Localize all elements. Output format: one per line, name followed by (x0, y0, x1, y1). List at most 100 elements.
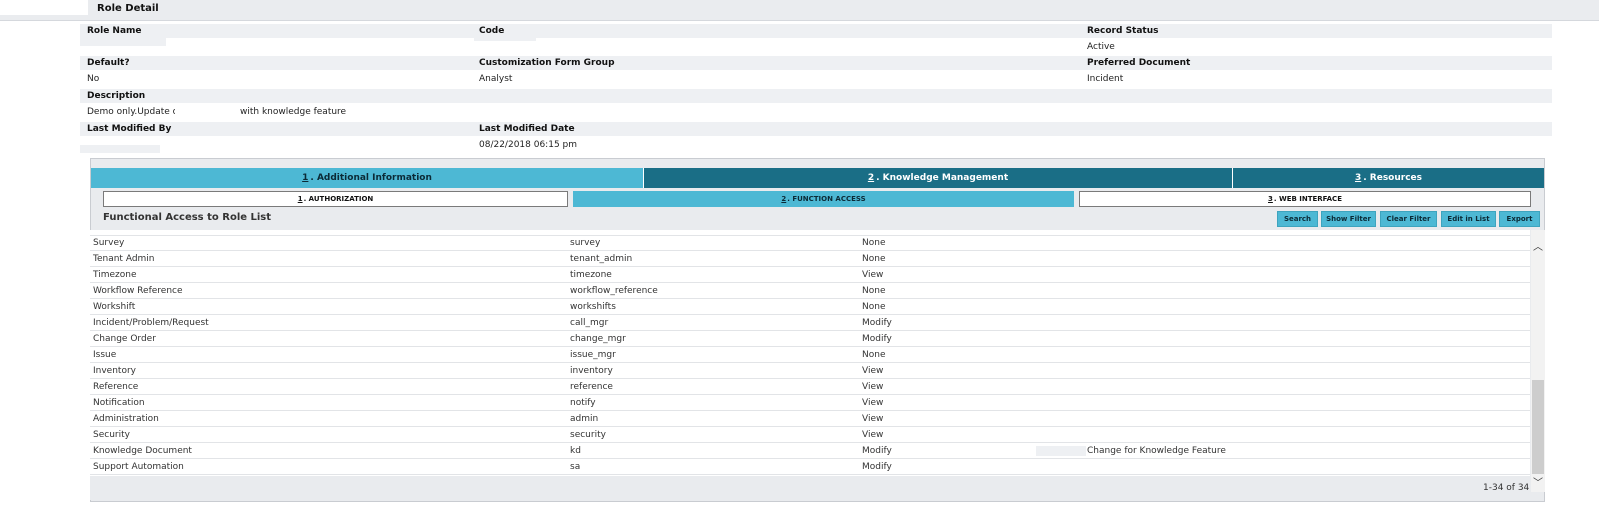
table-row[interactable]: Administration admin View (90, 411, 1530, 427)
function-code: admin (570, 414, 599, 424)
function-code: survey (570, 238, 601, 248)
table-row[interactable]: Knowledge Document kd Modify Change for … (90, 443, 1530, 459)
function-name: Issue (93, 350, 117, 360)
show-filter-button[interactable]: Show Filter (1321, 211, 1376, 227)
code-value (474, 33, 536, 41)
function-code: security (570, 430, 606, 440)
access-level: View (862, 366, 884, 376)
access-level: None (862, 302, 886, 312)
function-code: notify (570, 398, 596, 408)
customization-label: Customization Form Group (479, 58, 615, 68)
subtab-authorization[interactable]: 1. AUTHORIZATION (103, 191, 568, 207)
subtab-label: . FUNCTION ACCESS (787, 195, 866, 203)
tab-knowledge-management[interactable]: 2. Knowledge Management (643, 168, 1232, 188)
function-name: Security (93, 430, 130, 440)
function-name: Workflow Reference (93, 286, 183, 296)
table-row[interactable]: Issue issue_mgr None (90, 347, 1530, 363)
function-name: Incident/Problem/Request (93, 318, 209, 328)
table-row[interactable]: Workshift workshifts None (90, 299, 1530, 315)
chevron-up-icon[interactable]: ︿ (1533, 242, 1543, 253)
function-name: Timezone (93, 270, 137, 280)
table-row[interactable]: Notification notify View (90, 395, 1530, 411)
function-code: reference (570, 382, 613, 392)
table-row[interactable]: Security security View (90, 427, 1530, 443)
table-row[interactable]: Workflow Reference workflow_reference No… (90, 283, 1530, 299)
table-row[interactable]: Change Order change_mgr Modify (90, 331, 1530, 347)
table-row-partial (90, 230, 1530, 236)
role-name-label: Role Name (87, 26, 142, 36)
list-title: Functional Access to Role List (103, 212, 272, 223)
function-name: Tenant Admin (93, 254, 155, 264)
subtab-label: . WEB INTERFACE (1273, 195, 1342, 203)
access-level: Modify (862, 318, 892, 328)
description-mask (175, 105, 235, 115)
label-row (80, 56, 1552, 70)
subtab-label: . AUTHORIZATION (303, 195, 374, 203)
access-level: None (862, 238, 886, 248)
table-row[interactable]: Tenant Admin tenant_admin None (90, 251, 1530, 267)
scrollbar-thumb[interactable] (1532, 380, 1544, 474)
record-status-label: Record Status (1087, 26, 1159, 36)
table-row[interactable]: Timezone timezone View (90, 267, 1530, 283)
subtab-number: 2 (781, 195, 787, 203)
preferred-doc-value: Incident (1087, 74, 1124, 84)
role-name-value (80, 38, 166, 46)
function-name: Knowledge Document (93, 446, 192, 456)
table-row[interactable]: Reference reference View (90, 379, 1530, 395)
subtab-number: 3 (1268, 195, 1273, 203)
access-level: View (862, 398, 884, 408)
table-row[interactable]: Support Automation sa Modify (90, 459, 1530, 475)
chevron-down-icon[interactable]: ﹀ (1533, 478, 1543, 489)
default-value: No (87, 74, 100, 84)
subtab-function-access[interactable]: 2. FUNCTION ACCESS (573, 191, 1074, 207)
subtab-web-interface[interactable]: 3. WEB INTERFACE (1079, 191, 1531, 207)
function-code: workflow_reference (570, 286, 658, 296)
tab-number: 3 (1354, 173, 1362, 183)
tab-resources[interactable]: 3. Resources (1232, 168, 1544, 188)
customization-value: Analyst (479, 74, 513, 84)
access-level: Modify (862, 462, 892, 472)
table-row[interactable]: Inventory inventory View (90, 363, 1530, 379)
function-code: timezone (570, 270, 612, 280)
tab-number: 1 (302, 173, 309, 183)
label-row (80, 24, 1552, 38)
table-row[interactable]: Incident/Problem/Request call_mgr Modify (90, 315, 1530, 331)
access-level: None (862, 254, 886, 264)
description-value-start: Demo only.Update of l (87, 107, 187, 117)
last-modified-by-value (80, 145, 160, 153)
function-name: Change Order (93, 334, 156, 344)
access-level: None (862, 350, 886, 360)
preferred-doc-label: Preferred Document (1087, 58, 1191, 68)
export-button[interactable]: Export (1499, 211, 1540, 227)
label-row (80, 89, 1552, 103)
tab-additional-information[interactable]: 1. Additional Information (91, 168, 643, 188)
comment-mask (1036, 446, 1086, 456)
search-button[interactable]: Search (1277, 211, 1318, 227)
access-level: Modify (862, 334, 892, 344)
tab-number: 2 (867, 173, 875, 183)
edit-in-list-button[interactable]: Edit in List (1441, 211, 1496, 227)
tab-label: . Resources (1363, 173, 1423, 183)
last-modified-by-label: Last Modified By (87, 124, 172, 134)
function-name: Workshift (93, 302, 136, 312)
table-footer (90, 476, 1530, 500)
access-level: View (862, 382, 884, 392)
function-code: sa (570, 462, 581, 472)
function-name: Notification (93, 398, 145, 408)
last-modified-date-value: 08/22/2018 06:15 pm (479, 140, 578, 150)
label-row (80, 122, 1552, 136)
tab-label: . Knowledge Management (876, 173, 1009, 183)
function-name: Administration (93, 414, 159, 424)
access-level: View (862, 414, 884, 424)
clear-filter-button[interactable]: Clear Filter (1380, 211, 1437, 227)
subtab-number: 1 (297, 195, 303, 203)
function-name: Support Automation (93, 462, 184, 472)
function-code: issue_mgr (570, 350, 616, 360)
function-name: Reference (93, 382, 139, 392)
access-level: View (862, 430, 884, 440)
function-access-table: Survey survey None Tenant Admin tenant_a… (90, 230, 1530, 476)
last-modified-date-label: Last Modified Date (479, 124, 575, 134)
table-row[interactable]: Survey survey None (90, 235, 1530, 251)
function-code: inventory (570, 366, 613, 376)
function-code: tenant_admin (570, 254, 633, 264)
